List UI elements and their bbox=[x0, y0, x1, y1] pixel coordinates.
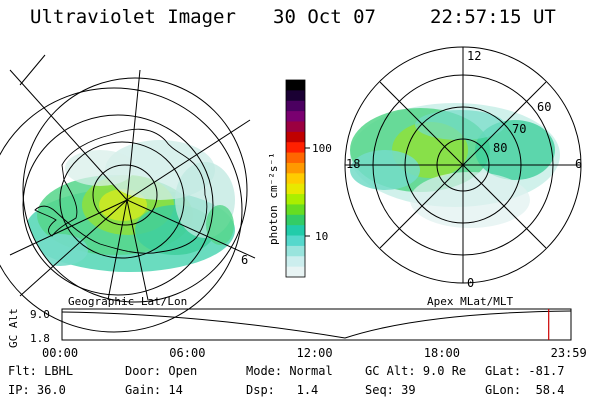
time-tick-label: 00:00 bbox=[42, 346, 78, 360]
time-tick-label: 23:59 bbox=[551, 346, 587, 360]
colorbar-segment bbox=[286, 204, 305, 216]
glon-value: 58.4 bbox=[535, 383, 565, 397]
filter-info: Flt: LBHL bbox=[8, 364, 73, 378]
mlat-label-70: 70 bbox=[512, 122, 526, 136]
apex-map bbox=[344, 46, 582, 284]
colorbar-segment bbox=[286, 142, 305, 154]
altitude-ymin: 1.8 bbox=[30, 332, 50, 345]
aurora-image-left bbox=[23, 78, 247, 302]
gcalt-value: 9.0 Re bbox=[422, 364, 467, 378]
colorbar-segment bbox=[286, 90, 305, 102]
colorbar-segment bbox=[286, 162, 305, 174]
mlt-label-12: 12 bbox=[467, 49, 481, 63]
dsp-value: 1.4 bbox=[296, 383, 319, 397]
longitude-grid bbox=[9, 54, 256, 301]
colorbar-segment bbox=[286, 235, 305, 247]
altitude-plot-frame bbox=[61, 308, 572, 341]
colorbar-segment bbox=[286, 121, 305, 133]
mlt-label-18: 18 bbox=[346, 157, 360, 171]
colorbar-tick-label-100: 100 bbox=[312, 142, 332, 155]
date-label: 30 Oct 07 bbox=[273, 6, 376, 28]
gain-label: Gain: bbox=[125, 383, 162, 397]
coastline bbox=[34, 128, 208, 254]
mlat-label-60: 60 bbox=[537, 100, 551, 114]
colorbar-segment bbox=[286, 100, 305, 112]
dsp-info: Dsp: 1.4 bbox=[246, 383, 318, 397]
colorbar-segment bbox=[286, 245, 305, 257]
seq-label: Seq: bbox=[365, 383, 394, 397]
altitude-ylabel: GC Alt bbox=[7, 308, 20, 348]
glon-label: GLon: bbox=[485, 383, 522, 397]
glat-info: GLat: -81.7 bbox=[485, 364, 564, 378]
latitude-grid bbox=[0, 87, 243, 333]
mode-value: Normal bbox=[289, 364, 333, 378]
colorbar bbox=[286, 80, 305, 278]
ip-info: IP: 36.0 bbox=[8, 383, 66, 397]
door-label: Door: bbox=[125, 364, 162, 378]
gain-info: Gain: 14 bbox=[125, 383, 183, 397]
left-edge-label: 6 bbox=[241, 253, 248, 267]
seq-info: Seq: 39 bbox=[365, 383, 416, 397]
time-tick-label: 12:00 bbox=[297, 346, 333, 360]
colorbar-segment bbox=[286, 152, 305, 164]
colorbar-segment bbox=[286, 131, 305, 143]
filter-value: LBHL bbox=[44, 364, 74, 378]
glat-value: -81.7 bbox=[528, 364, 565, 378]
glon-info: GLon: 58.4 bbox=[485, 383, 564, 397]
colorbar-segment bbox=[286, 225, 305, 237]
seq-value: 39 bbox=[401, 383, 416, 397]
gain-value: 14 bbox=[168, 383, 183, 397]
right-panel-label: Apex MLat/MLT bbox=[427, 295, 514, 308]
door-value: Open bbox=[168, 364, 198, 378]
time-tick-label: 06:00 bbox=[169, 346, 205, 360]
altitude-ymax: 9.0 bbox=[30, 308, 50, 321]
left-view-boundary bbox=[22, 77, 248, 303]
ip-label: IP: bbox=[8, 383, 30, 397]
gcalt-label: GC Alt: bbox=[365, 364, 416, 378]
colorbar-segment bbox=[286, 266, 305, 278]
time-axis: 00:00 06:00 12:00 18:00 23:59 bbox=[42, 346, 587, 360]
altitude-curve bbox=[61, 310, 572, 339]
ip-value: 36.0 bbox=[36, 383, 66, 397]
colorbar-units-label: photon cm⁻²s⁻¹ bbox=[267, 152, 280, 245]
colorbar-segment bbox=[286, 194, 305, 205]
left-panel-label: Geographic Lat/Lon bbox=[68, 295, 188, 308]
colorbar-segment bbox=[286, 256, 305, 268]
geographic-map bbox=[0, 54, 256, 333]
colorbar-frame bbox=[285, 79, 306, 278]
mlt-label-0: 0 bbox=[467, 276, 474, 290]
mlt-grid bbox=[345, 47, 581, 283]
mode-label: Mode: bbox=[246, 364, 283, 378]
time-tick-label: 18:00 bbox=[424, 346, 460, 360]
instrument-title: Ultraviolet Imager bbox=[30, 6, 236, 28]
mlat-label-80: 80 bbox=[493, 141, 507, 155]
dsp-label: Dsp: bbox=[246, 383, 275, 397]
glat-label: GLat: bbox=[485, 364, 522, 378]
door-info: Door: Open bbox=[125, 364, 197, 378]
colorbar-segment bbox=[286, 214, 305, 226]
mode-info: Mode: Normal bbox=[246, 364, 333, 378]
colorbar-segment bbox=[286, 111, 305, 122]
time-label: 22:57:15 UT bbox=[430, 6, 556, 28]
colorbar-segment bbox=[286, 80, 305, 91]
gcalt-info: GC Alt: 9.0 Re bbox=[365, 364, 466, 378]
mlt-label-6: 6 bbox=[575, 157, 582, 171]
colorbar-segment bbox=[286, 183, 305, 195]
filter-label: Flt: bbox=[8, 364, 37, 378]
colorbar-segment bbox=[286, 173, 305, 185]
colorbar-tick-label-10: 10 bbox=[315, 230, 328, 243]
